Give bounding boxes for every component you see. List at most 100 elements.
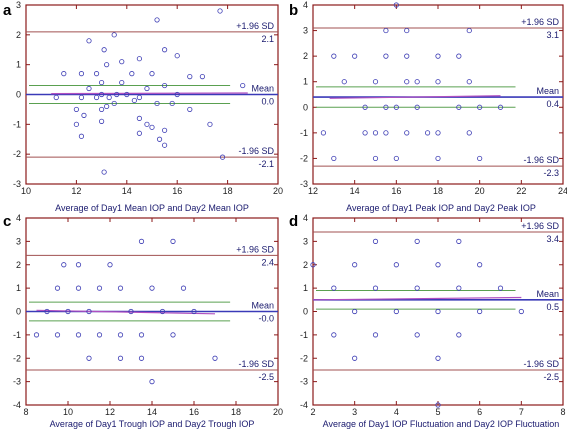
data-point [372,130,379,136]
y-tick-label: -3 [13,377,21,387]
panel-label-d: d [289,213,298,230]
data-point [207,121,213,127]
data-point [466,79,472,85]
data-point [435,79,441,85]
data-point [154,100,160,107]
data-point [104,103,110,110]
data-point [372,238,379,244]
lower-loa-value: -2.5 [543,372,559,382]
lower-loa-label: -1.96 SD [523,155,559,165]
data-point [107,262,113,268]
data-point [414,332,420,338]
data-point [518,308,524,315]
data-point [456,238,462,244]
data-point [156,136,163,142]
data-point [199,74,205,80]
data-point [435,130,441,136]
data-point [54,285,61,291]
x-tick-label: 24 [558,186,567,196]
data-point [162,127,168,133]
data-point [435,53,441,59]
x-tick-label: 16 [391,186,401,196]
x-tick-label: 12 [308,186,318,196]
x-tick-label: 20 [273,407,283,417]
panel-label-c: c [3,213,11,230]
mean-value: 0.5 [546,302,559,312]
x-tick-label: 12 [71,186,81,196]
y-tick-label: 2 [303,260,308,270]
x-tick-label: 16 [172,186,182,196]
data-point [341,79,347,85]
x-tick-label: 18 [433,186,443,196]
data-point [54,332,61,338]
data-point [362,104,368,110]
data-point [331,155,337,162]
data-point [99,79,105,86]
data-point [136,130,142,136]
y-tick-label: 1 [303,283,308,293]
data-point [144,85,150,92]
regression-line [329,95,501,99]
panel-label-b: b [289,2,298,19]
y-tick-label: 1 [303,77,308,87]
data-point [149,71,155,77]
data-point [383,104,389,110]
y-tick-label: 0 [16,307,21,317]
data-point [131,97,137,104]
data-point [477,155,483,162]
x-tick-label: 8 [23,407,28,417]
panel-d: d 2 3 4 5 6 7 8 -4 -3 -2 -1 0 1 2 3 4 +1.96 SD 3.4 Mean 0.5… [289,213,566,429]
x-tick-label: 10 [21,186,31,196]
data-point [119,79,125,86]
data-point [128,308,134,315]
data-point [86,85,92,92]
data-point [99,118,105,124]
y-tick-label: 0 [16,90,21,100]
data-point [96,332,103,338]
data-point [352,308,358,315]
data-point [154,17,160,23]
data-point [81,112,87,118]
y-tick-label: -1 [13,119,21,129]
y-tick-label: 3 [16,0,21,10]
data-point [372,285,379,291]
lower-loa-value: -2.3 [543,168,559,178]
data-point [217,8,223,14]
data-point [117,332,124,338]
x-tick-label: 18 [231,407,241,417]
upper-loa-value: 3.1 [546,30,559,40]
data-point [138,355,145,361]
data-point [372,155,379,162]
data-point [393,262,399,268]
x-tick-label: 7 [519,407,524,417]
data-point [170,238,176,244]
y-tick-label: 4 [303,213,308,223]
y-tick-label: -2 [13,149,21,159]
data-point [73,106,80,113]
data-point [162,142,168,148]
plot-frame [312,217,564,406]
x-tick-label: 14 [350,186,360,196]
data-point [170,332,176,338]
data-point [162,82,168,89]
data-point [75,262,82,268]
upper-loa-label: +1.96 SD [521,17,559,27]
data-point [383,27,389,34]
regression-line [51,92,248,95]
data-point [331,285,337,291]
y-tick-label: 1 [16,283,21,293]
data-point [86,355,92,361]
y-tick-label: -1 [13,330,21,340]
lower-loa-value: -2.5 [258,372,274,382]
data-point [414,104,420,110]
data-point [136,94,142,101]
x-tick-label: 3 [352,407,357,417]
data-point [497,104,504,110]
data-point [180,285,187,291]
data-point [136,115,142,121]
y-tick-label: -3 [13,179,21,189]
